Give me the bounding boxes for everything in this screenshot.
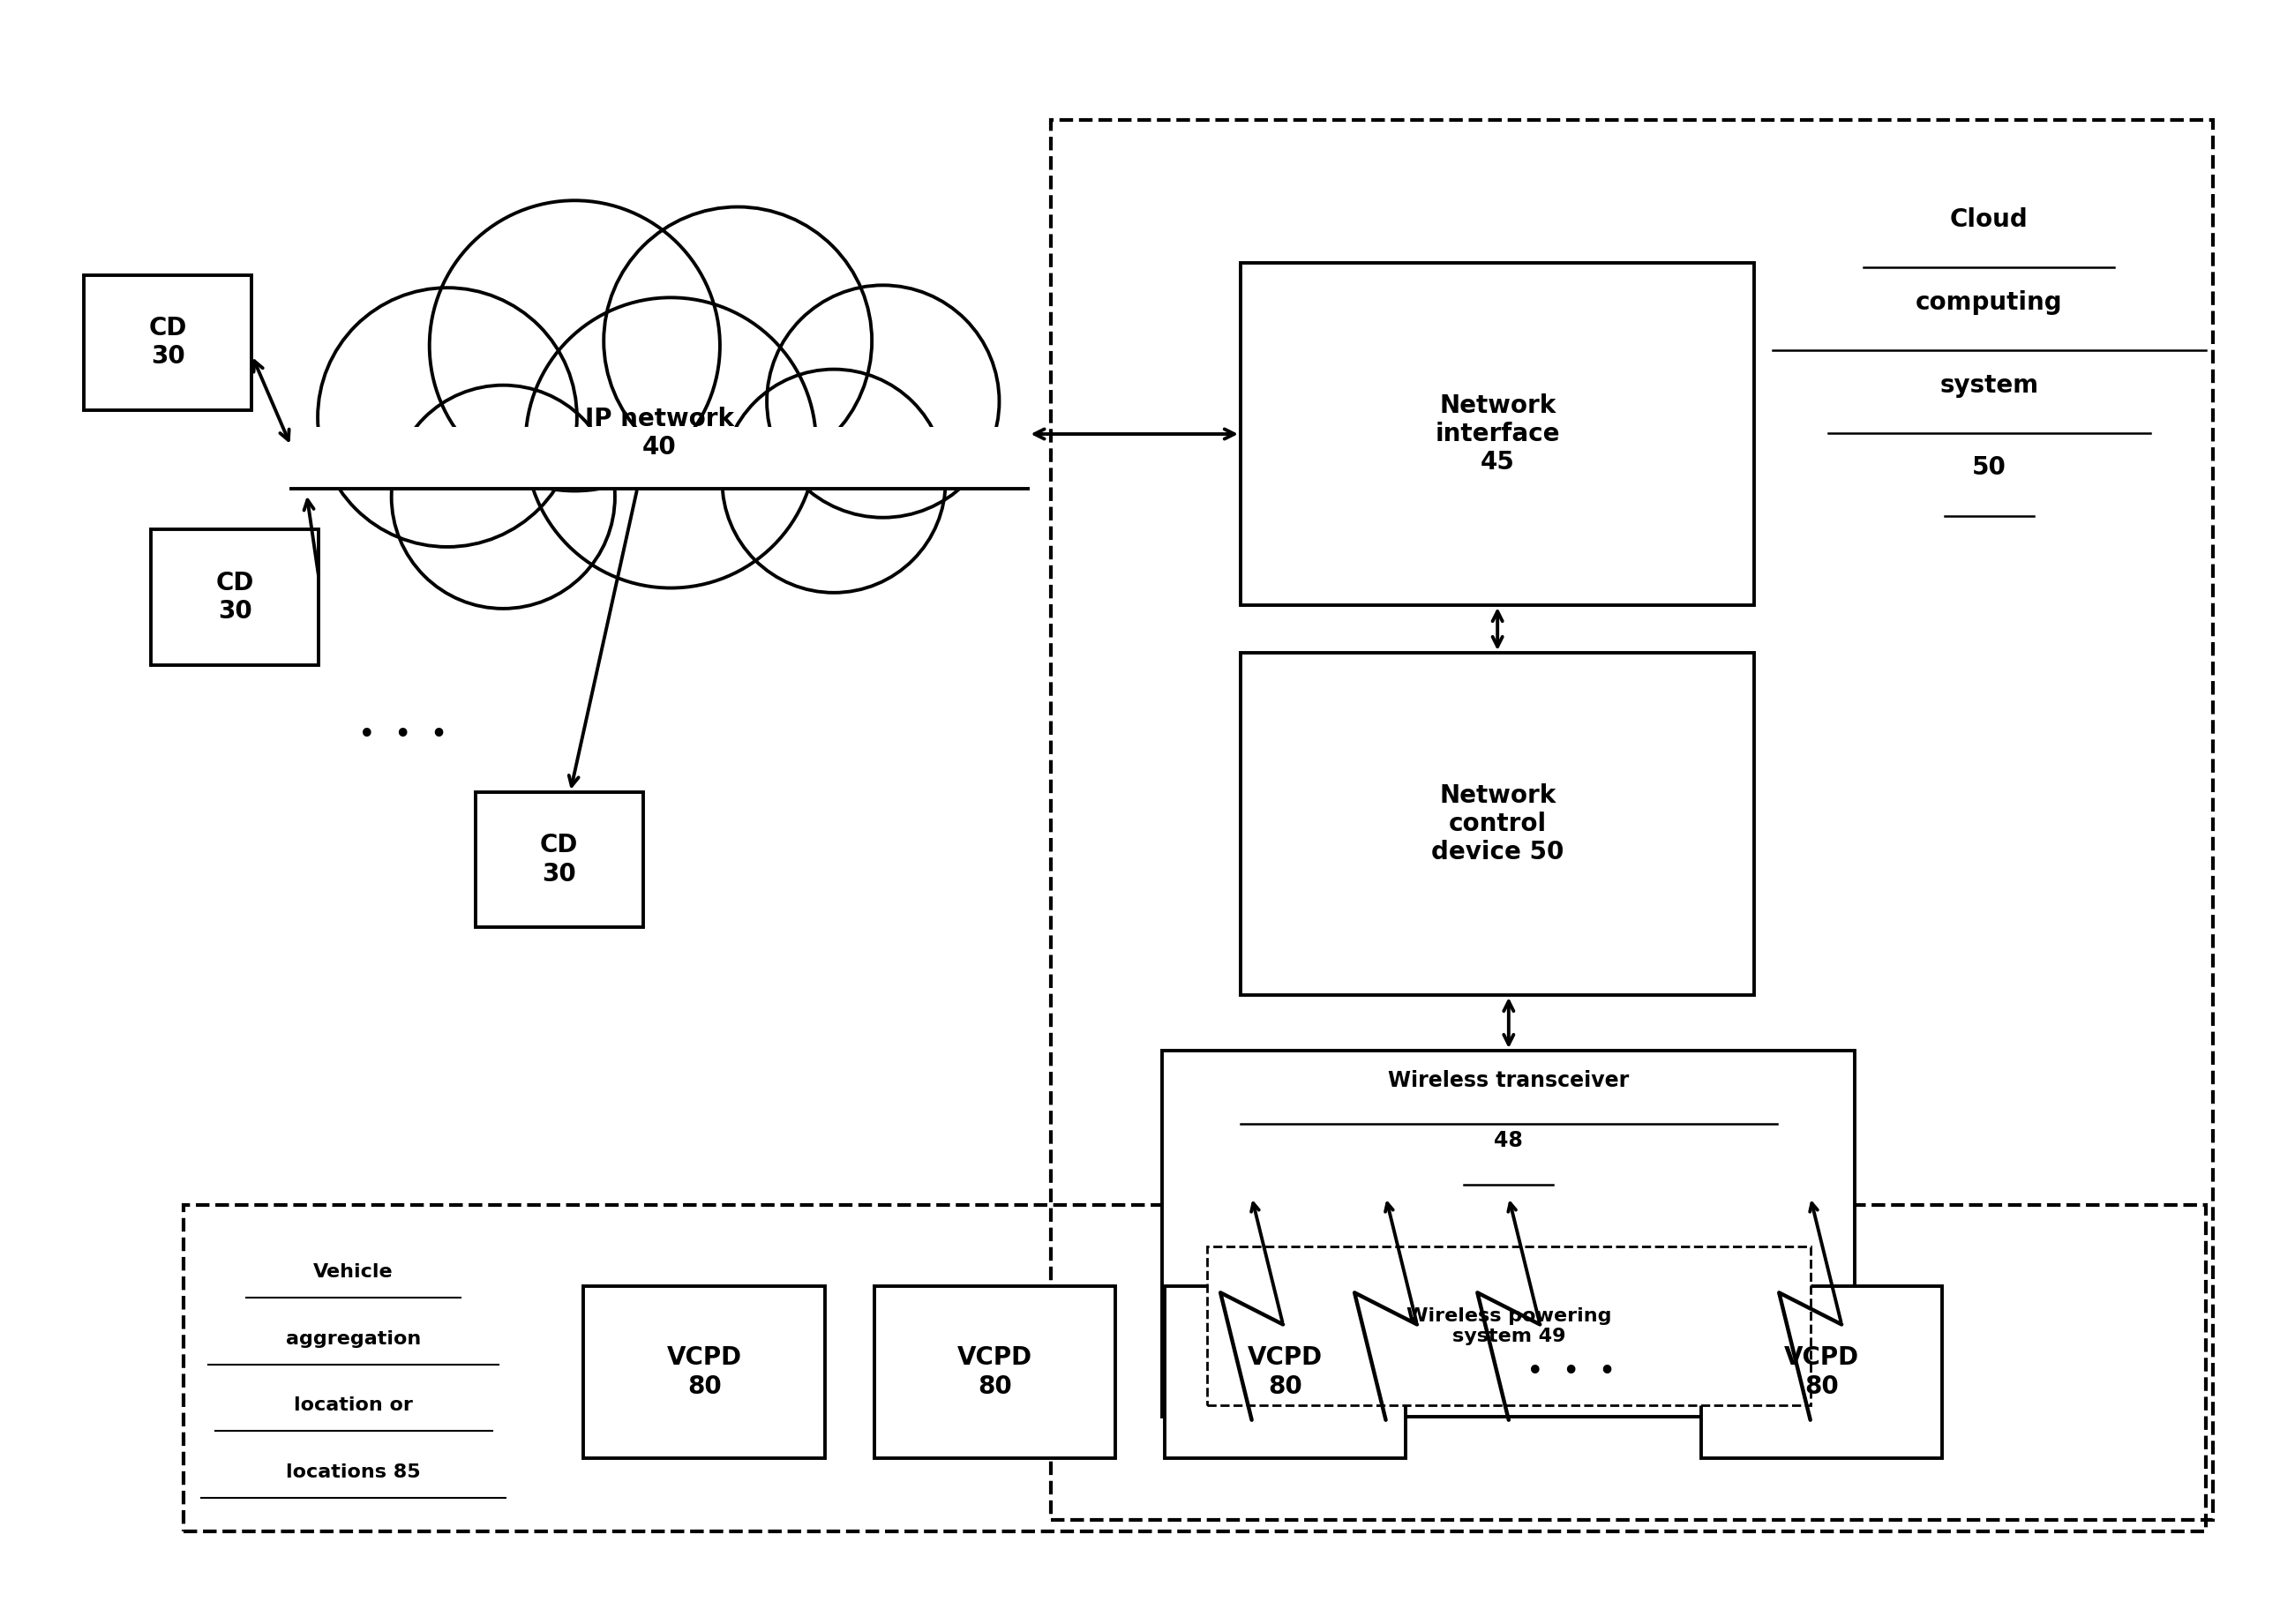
Text: aggregation: aggregation (285, 1330, 422, 1348)
Ellipse shape (317, 287, 577, 547)
Bar (292, 427, 1028, 490)
Bar (1240, 263, 1756, 606)
Text: VCPD
80: VCPD 80 (958, 1346, 1033, 1398)
Bar (1240, 653, 1756, 996)
Text: CD
30: CD 30 (217, 570, 253, 624)
Text: VCPD
80: VCPD 80 (1783, 1346, 1858, 1398)
Bar (1206, 1247, 1810, 1406)
Bar (873, 1286, 1115, 1458)
Text: VCPD
80: VCPD 80 (666, 1346, 741, 1398)
Text: computing: computing (1915, 291, 2063, 315)
Text: •  •  •: • • • (1528, 1358, 1617, 1387)
Text: CD
30: CD 30 (148, 315, 187, 369)
Bar (1163, 1051, 1856, 1416)
Text: •  •  •: • • • (358, 721, 447, 750)
Ellipse shape (723, 369, 946, 593)
Text: Wireless powering
system 49: Wireless powering system 49 (1407, 1307, 1612, 1345)
Text: Network
control
device 50: Network control device 50 (1432, 783, 1564, 866)
Text: 48: 48 (1493, 1130, 1523, 1151)
Bar (474, 793, 643, 927)
Bar (150, 529, 319, 664)
Bar (185, 1205, 2205, 1531)
Ellipse shape (392, 385, 616, 609)
Text: 50: 50 (1972, 455, 2006, 481)
Text: location or: location or (294, 1397, 413, 1415)
Bar (1701, 1286, 1943, 1458)
Ellipse shape (524, 297, 816, 588)
Ellipse shape (604, 206, 871, 474)
Ellipse shape (429, 200, 720, 490)
Bar (84, 274, 251, 411)
Text: Wireless transceiver: Wireless transceiver (1389, 1070, 1630, 1091)
Text: VCPD
80: VCPD 80 (1247, 1346, 1322, 1398)
Text: system: system (1940, 374, 2038, 398)
Text: Network
interface
45: Network interface 45 (1434, 393, 1560, 474)
Bar (1051, 120, 2212, 1520)
Bar (584, 1286, 825, 1458)
Ellipse shape (766, 286, 999, 518)
Text: locations 85: locations 85 (287, 1463, 422, 1481)
Bar (1165, 1286, 1407, 1458)
Text: IP network
40: IP network 40 (586, 406, 734, 460)
Text: Vehicle: Vehicle (315, 1263, 394, 1281)
Text: CD
30: CD 30 (540, 833, 579, 887)
Text: Cloud: Cloud (1949, 208, 2029, 232)
